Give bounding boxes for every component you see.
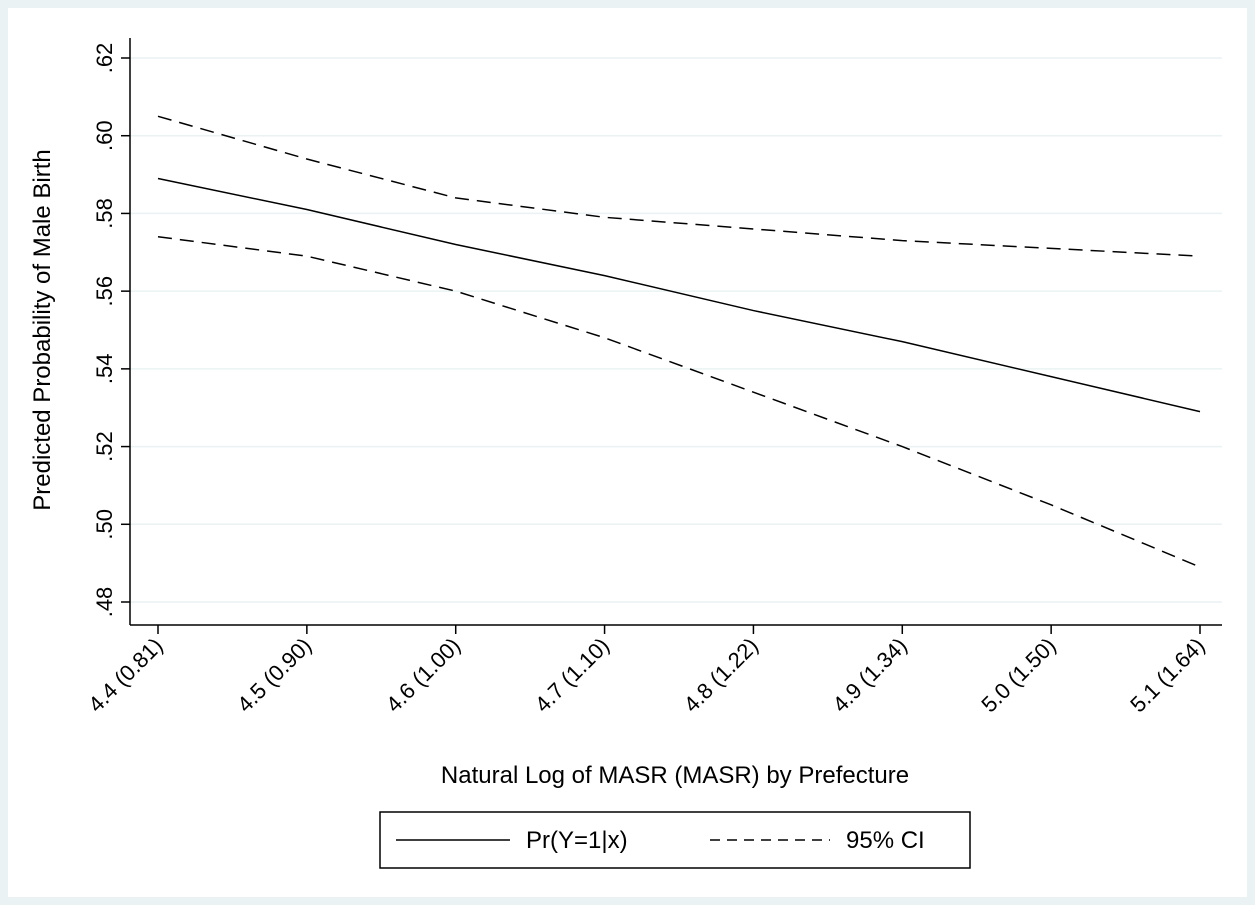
ci-upper-line — [157, 115, 1201, 257]
legend: Pr(Y=1|x) 95% CI — [379, 811, 971, 869]
y-axis-title: Predicted Probability of Male Birth — [29, 149, 56, 511]
y-ticks: .48 .50 .52 .54 .56 .58 .60 .62 — [92, 43, 130, 618]
y-tick-label: .60 — [92, 120, 117, 151]
gridlines — [130, 57, 1222, 603]
x-tick-label: 4.4 (0.81) — [83, 633, 167, 717]
x-tick-label: 4.5 (0.90) — [232, 633, 316, 717]
x-axis-title: Natural Log of MASR (MASR) by Prefecture — [441, 762, 909, 789]
axes — [129, 38, 1222, 626]
legend-label-ci: 95% CI — [846, 827, 925, 854]
x-tick-label: 4.7 (1.10) — [530, 633, 614, 717]
x-ticks: 4.4 (0.81) 4.5 (0.90) 4.6 (1.00) 4.7 (1.10)… — [83, 625, 1210, 717]
x-tick-label: 4.9 (1.34) — [828, 633, 912, 717]
y-tick-label: .48 — [92, 587, 117, 618]
ci-lower-line — [157, 235, 1201, 568]
y-tick-label: .56 — [92, 276, 117, 307]
x-tick-label: 5.1 (1.64) — [1125, 633, 1209, 717]
prediction-line — [157, 177, 1201, 413]
legend-label-prediction: Pr(Y=1|x) — [526, 827, 628, 854]
y-tick-label: .50 — [92, 509, 117, 540]
graph-panel — [8, 8, 1247, 897]
series-lines — [157, 115, 1201, 568]
x-tick-label: 4.8 (1.22) — [679, 633, 763, 717]
y-tick-label: .58 — [92, 198, 117, 229]
y-tick-label: .62 — [92, 43, 117, 74]
y-tick-label: .54 — [92, 354, 117, 385]
x-tick-label: 5.0 (1.50) — [976, 633, 1060, 717]
y-tick-label: .52 — [92, 431, 117, 462]
x-tick-label: 4.6 (1.00) — [381, 633, 465, 717]
